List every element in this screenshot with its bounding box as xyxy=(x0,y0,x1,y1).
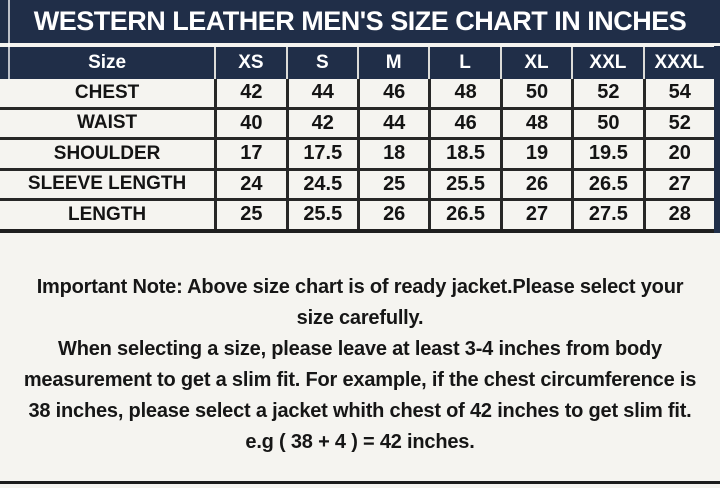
size-value: 24.5 xyxy=(285,170,357,198)
left-edge-divider xyxy=(8,0,10,79)
size-value: 19 xyxy=(499,140,571,168)
table-row-shoulder: SHOULDER 17 17.5 18 18.5 19 19.5 20 xyxy=(0,140,714,171)
size-value: 44 xyxy=(285,79,357,107)
size-value: 50 xyxy=(499,79,571,107)
row-label: SHOULDER xyxy=(53,142,161,164)
column-header-xl: XL xyxy=(499,47,571,79)
row-label: WAIST xyxy=(77,112,138,134)
size-value: 24 xyxy=(214,170,285,198)
size-value: 44 xyxy=(356,109,428,137)
size-value: 20 xyxy=(642,140,714,168)
size-value: 48 xyxy=(428,79,499,107)
size-value: 25.5 xyxy=(285,201,357,229)
column-header-m: M xyxy=(356,47,428,79)
size-value: 52 xyxy=(571,79,642,107)
size-value: 26 xyxy=(356,201,428,229)
note-line: size carefully. xyxy=(296,307,424,329)
note-line: When selecting a size, please leave at l… xyxy=(58,338,662,360)
size-value: 27 xyxy=(499,201,571,229)
column-header-xxl: XXL xyxy=(571,47,642,79)
size-value: 46 xyxy=(356,79,428,107)
row-label: SLEEVE LENGTH xyxy=(27,173,187,195)
column-header-xxxl: XXXL xyxy=(642,47,714,79)
size-table-body: CHEST 42 44 46 48 50 52 54 WAIST 40 42 4… xyxy=(0,79,714,233)
column-header-l: L xyxy=(428,47,499,79)
size-value: 25 xyxy=(214,201,285,229)
size-value: 17.5 xyxy=(285,140,357,168)
size-value: 50 xyxy=(571,109,642,137)
size-value: 28 xyxy=(642,201,714,229)
note-line: 38 inches, please select a jacket whith … xyxy=(28,400,692,422)
size-value: 18.5 xyxy=(428,140,499,168)
size-value: 25 xyxy=(356,170,428,198)
note-line: e.g ( 38 + 4 ) = 42 inches. xyxy=(245,431,475,453)
title-bar: WESTERN LEATHER MEN'S SIZE CHART IN INCH… xyxy=(0,0,720,43)
size-value: 26.5 xyxy=(571,170,642,198)
size-value: 26 xyxy=(499,170,571,198)
size-value: 42 xyxy=(285,109,357,137)
note-line: Important Note: Above size chart is of r… xyxy=(36,276,684,298)
row-label: CHEST xyxy=(74,81,140,103)
bottom-divider xyxy=(0,481,720,484)
size-value: 27 xyxy=(642,170,714,198)
table-row-waist: WAIST 40 42 44 46 48 50 52 xyxy=(0,109,714,140)
size-value: 25.5 xyxy=(428,170,499,198)
size-value: 46 xyxy=(428,109,499,137)
size-value: 48 xyxy=(499,109,571,137)
size-value: 42 xyxy=(214,79,285,107)
size-value: 27.5 xyxy=(571,201,642,229)
row-label: LENGTH xyxy=(68,203,147,225)
table-row-sleeve-length: SLEEVE LENGTH 24 24.5 25 25.5 26 26.5 27 xyxy=(0,170,714,201)
table-row-chest: CHEST 42 44 46 48 50 52 54 xyxy=(0,79,714,110)
note-line: measurement to get a slim fit. For examp… xyxy=(23,369,697,391)
size-value: 40 xyxy=(214,109,285,137)
size-value: 26.5 xyxy=(428,201,499,229)
table-row-length: LENGTH 25 25.5 26 26.5 27 27.5 28 xyxy=(0,201,714,233)
column-header-xs: XS xyxy=(214,47,285,79)
table-header-row: Size XS S M L XL XXL XXXL xyxy=(0,47,714,79)
size-value: 18 xyxy=(356,140,428,168)
column-header-s: S xyxy=(285,47,357,79)
table-right-border xyxy=(714,46,720,233)
important-note-block: Important Note: Above size chart is of r… xyxy=(0,272,720,458)
size-value: 19.5 xyxy=(571,140,642,168)
size-value: 52 xyxy=(642,109,714,137)
column-header-size: Size xyxy=(88,52,127,73)
size-value: 54 xyxy=(642,79,714,107)
chart-title: WESTERN LEATHER MEN'S SIZE CHART IN INCH… xyxy=(33,6,687,36)
size-value: 17 xyxy=(214,140,285,168)
